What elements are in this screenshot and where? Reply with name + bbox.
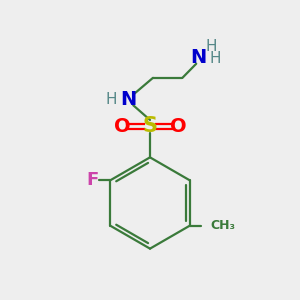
Text: O: O [114,117,130,136]
Text: CH₃: CH₃ [210,219,235,232]
Text: N: N [120,90,136,110]
Text: H: H [205,39,217,54]
Text: N: N [190,48,207,67]
Text: S: S [142,116,158,136]
Text: H: H [106,92,118,107]
Text: F: F [87,171,99,189]
Text: O: O [170,117,186,136]
Text: H: H [209,51,220,66]
